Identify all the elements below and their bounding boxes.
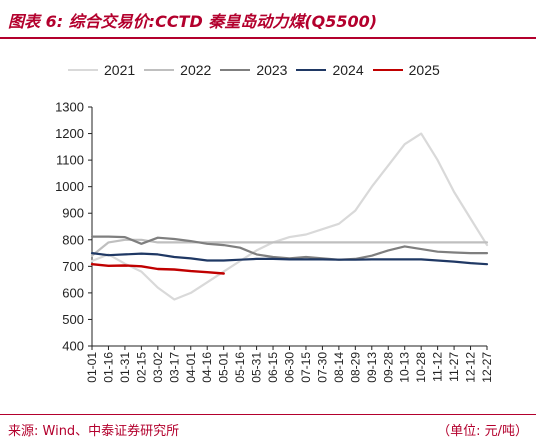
series-line-2023 — [90, 235, 489, 261]
x-tick-label: 01-16 — [101, 352, 115, 383]
unit-note: （单位: 元/吨） — [437, 424, 528, 439]
x-tick-label: 05-31 — [250, 352, 264, 383]
x-tick-label: 11-12 — [431, 352, 445, 382]
y-tick-label: 1000 — [55, 179, 84, 194]
title-divider — [0, 37, 536, 39]
x-tick-label: 08-14 — [332, 352, 346, 383]
x-tick-label: 04-16 — [200, 352, 214, 383]
x-tick-label: 03-17 — [167, 352, 181, 383]
x-tick-label: 07-15 — [299, 352, 313, 383]
x-tick-label: 07-30 — [315, 352, 329, 383]
legend-item-2021: 2021 — [68, 62, 135, 78]
legend-item-2024: 2024 — [296, 62, 364, 78]
legend-swatch — [144, 69, 175, 71]
x-tick-label: 04-01 — [184, 352, 198, 383]
x-tick-label: 11-27 — [447, 352, 461, 382]
x-tick-label: 09-13 — [365, 352, 379, 383]
x-tick-label: 06-15 — [266, 352, 280, 383]
x-tick-label: 10-28 — [414, 352, 428, 383]
chart-legend: 2021 2022 2023 2024 2025 — [68, 60, 440, 80]
y-tick-label: 1200 — [55, 126, 84, 141]
footer-divider — [0, 414, 536, 415]
source-note: 来源: Wind、中泰证券研究所 — [8, 424, 180, 439]
series-line-2022 — [90, 238, 489, 257]
y-tick-label: 500 — [62, 312, 84, 327]
x-tick-label: 10-13 — [398, 352, 412, 383]
series-line-2025 — [90, 263, 225, 275]
legend-swatch — [220, 69, 251, 71]
x-tick-label: 01-31 — [118, 352, 132, 383]
legend-label: 2025 — [408, 62, 440, 78]
y-tick-label: 600 — [62, 285, 84, 300]
x-tick-label: 12-12 — [464, 352, 478, 383]
legend-label: 2024 — [332, 62, 364, 78]
legend-item-2023: 2023 — [220, 62, 287, 78]
x-tick-label: 08-29 — [348, 352, 362, 383]
x-tick-label: 12-27 — [480, 352, 494, 383]
x-tick-label: 05-16 — [233, 352, 247, 383]
legend-label: 2021 — [104, 62, 136, 78]
y-tick-label: 400 — [62, 339, 84, 354]
legend-swatch — [68, 69, 98, 71]
legend-label: 2023 — [256, 62, 288, 78]
x-tick-label: 02-15 — [134, 352, 148, 383]
x-tick-label: 05-01 — [217, 352, 231, 383]
legend-item-2025: 2025 — [372, 62, 440, 78]
series-line-2024 — [90, 252, 489, 266]
legend-swatch — [372, 69, 403, 71]
series-line-2021 — [90, 132, 489, 301]
y-tick-label: 700 — [62, 259, 84, 274]
chart-title: 图表 6: 综合交易价:CCTD 秦皇岛动力煤(Q5500) — [8, 12, 378, 31]
y-tick-label: 800 — [62, 232, 84, 247]
x-tick-label: 03-02 — [151, 352, 165, 383]
y-tick-label: 900 — [62, 206, 84, 221]
y-tick-label: 1300 — [55, 100, 84, 115]
y-tick-label: 1100 — [56, 153, 84, 168]
legend-label: 2022 — [180, 62, 212, 78]
x-tick-label: 01-01 — [85, 352, 99, 383]
x-tick-label: 09-28 — [381, 352, 395, 383]
x-tick-label: 06-30 — [283, 352, 297, 383]
legend-item-2022: 2022 — [144, 62, 211, 78]
legend-swatch — [296, 69, 327, 71]
